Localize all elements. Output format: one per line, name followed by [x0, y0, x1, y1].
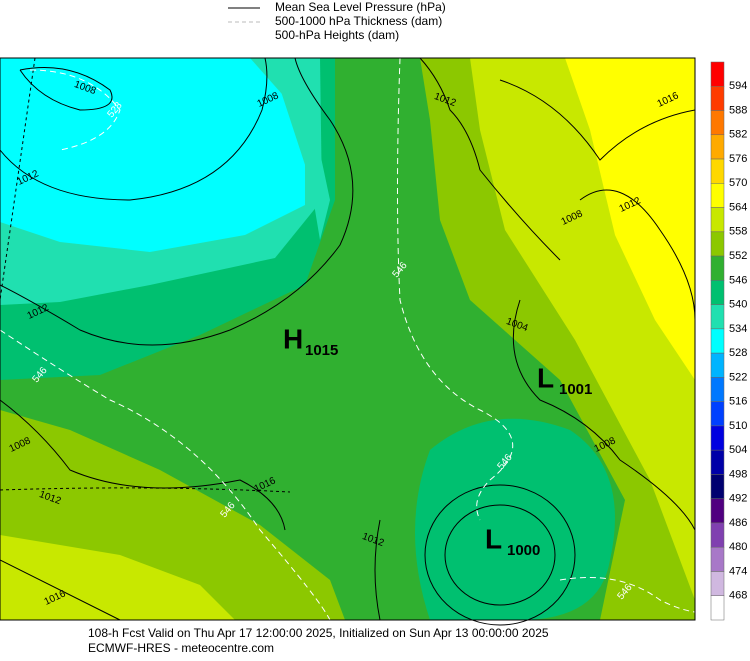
- thickness-line: [29, 69, 121, 151]
- colorbar-label: 594: [729, 80, 747, 92]
- colorbar-swatch: [710, 207, 725, 233]
- isobar: [579, 189, 696, 321]
- colorbar-swatch: [710, 425, 725, 451]
- colorbar-label: 504: [729, 444, 747, 456]
- colorbar-swatch: [710, 498, 725, 524]
- colorbar-swatch: [710, 134, 725, 160]
- legend-label: 500-hPa Heights (dam): [275, 28, 399, 42]
- colorbar-label: 570: [729, 177, 747, 189]
- thickness-line: [559, 577, 696, 613]
- isobar: [444, 504, 556, 606]
- colorbar-label: 588: [729, 104, 747, 116]
- colorbar-label: 480: [729, 541, 747, 553]
- pressure-center: L 1001: [537, 362, 592, 398]
- colorbar-swatch: [710, 304, 725, 330]
- field-534: [0, 58, 305, 252]
- legend-label: 500-1000 hPa Thickness (dam): [275, 14, 442, 28]
- thickness-line: [397, 57, 514, 521]
- colorbar-label: 576: [729, 153, 747, 165]
- colorbar-label: 528: [729, 347, 747, 359]
- thickness-line: [0, 329, 331, 621]
- isobar: [424, 484, 576, 626]
- footer-line: 108-h Fcst Valid on Thu Apr 17 12:00:00 …: [88, 626, 549, 640]
- colorbar-label: 558: [729, 226, 747, 238]
- isobar: [0, 57, 268, 201]
- field-540: [270, 58, 330, 240]
- colorbar-swatch: [710, 377, 725, 402]
- colorbar-label: 552: [729, 250, 747, 262]
- field-576: [565, 58, 695, 380]
- colorbar-swatch: [710, 571, 725, 596]
- isobars: [0, 57, 696, 626]
- colorbar-label: 468: [729, 590, 747, 602]
- colorbar-swatch: [710, 86, 725, 111]
- center-symbol: L: [485, 523, 502, 554]
- colorbar-label: 510: [729, 420, 747, 432]
- isobar: [419, 57, 561, 261]
- center-symbol: L: [537, 362, 554, 393]
- isobar: [19, 67, 113, 111]
- height-line: [0, 57, 36, 301]
- colorbar-swatch: [710, 328, 725, 354]
- colorbar-label: 540: [729, 299, 747, 311]
- colorbar-label: 522: [729, 371, 747, 383]
- colorbar-label: 486: [729, 517, 747, 529]
- colorbar-label: 546: [729, 274, 747, 286]
- center-value: 1001: [559, 381, 592, 398]
- colorbar-label: 516: [729, 396, 747, 408]
- center-value: 1000: [507, 542, 540, 559]
- center-symbol: H: [283, 323, 303, 354]
- colorbar-swatch: [710, 110, 725, 136]
- isobar: [0, 57, 354, 346]
- colorbar-label: 498: [729, 468, 747, 480]
- colorbar-swatch: [710, 595, 725, 621]
- legend: Mean Sea Level Pressure (hPa) 500-1000 h…: [228, 0, 446, 42]
- pressure-center: L 1000: [485, 523, 540, 559]
- legend-label: Mean Sea Level Pressure (hPa): [275, 0, 446, 14]
- isobar: [512, 299, 696, 531]
- colorbar-swatch: [710, 522, 725, 548]
- colorbar-swatch: [710, 255, 725, 281]
- field-570: [0, 535, 235, 620]
- isobar: [0, 559, 121, 621]
- colorbar-swatch: [710, 61, 725, 87]
- colorbar-swatch: [710, 352, 725, 378]
- isobar: [0, 399, 286, 531]
- colorbar-swatch: [710, 449, 725, 475]
- colorbar-label: 474: [729, 565, 747, 577]
- colorbar-label: 492: [729, 493, 747, 505]
- colorbar-swatch: [710, 231, 725, 257]
- field-546: [415, 418, 615, 620]
- isobar: [374, 519, 381, 621]
- height-line: [0, 487, 291, 493]
- center-value: 1015: [305, 342, 338, 359]
- thickness-lines: [0, 57, 696, 621]
- colorbar-swatch: [710, 158, 725, 184]
- pressure-center: H 1015: [283, 323, 338, 359]
- colorbar-swatch: [710, 546, 725, 572]
- colorbar-label: 534: [729, 323, 747, 335]
- map-frame: [0, 57, 696, 621]
- colorbar-label: 582: [729, 129, 747, 141]
- colorbar-label: 564: [729, 201, 747, 213]
- footer-line: ECMWF-HRES - meteocentre.com: [88, 641, 274, 655]
- colorbar-swatch: [710, 401, 725, 427]
- isobar: [499, 79, 696, 161]
- colorbar-swatch: [710, 183, 725, 208]
- colorbar-swatch: [710, 280, 725, 305]
- map-fields: [0, 58, 695, 620]
- colorbar-swatch: [710, 474, 725, 499]
